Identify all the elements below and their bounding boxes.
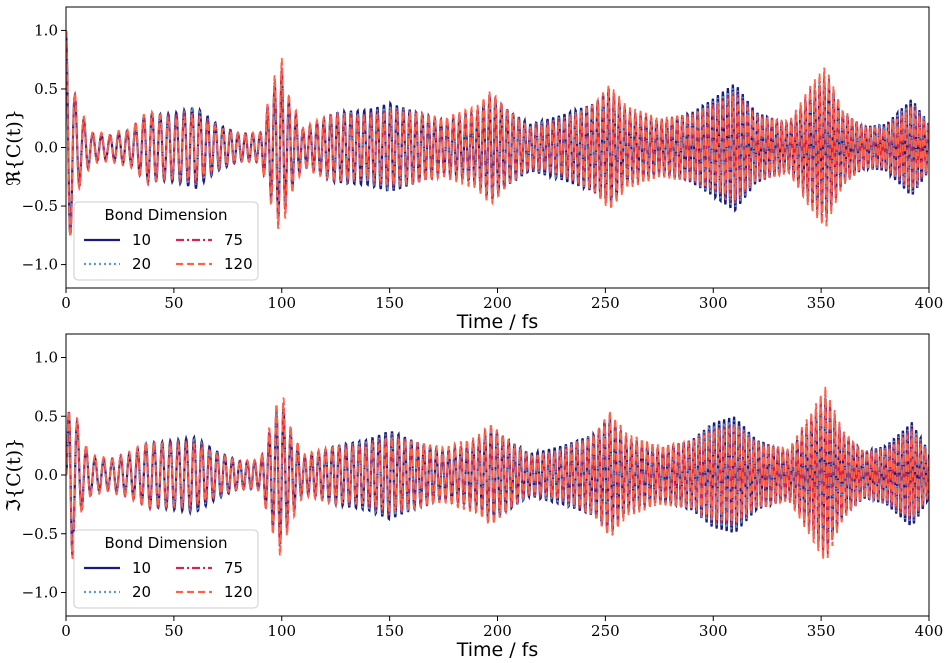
x-tick-label: 350: [807, 622, 836, 640]
x-tick-label: 300: [699, 622, 728, 640]
legend-label-20: 20: [132, 583, 151, 601]
x-axis-label: Time / fs: [456, 639, 539, 661]
x-tick-label: 300: [699, 294, 728, 312]
x-tick-label: 0: [61, 294, 71, 312]
x-tick-label: 100: [267, 622, 296, 640]
y-tick-label: 0.5: [34, 407, 58, 425]
legend-box: [73, 201, 259, 281]
chart-panel-top: 0 50 100 150 200 250 300 350 400 −1.0 −0.5 0.0 0.5 1.…: [3, 6, 944, 333]
y-tick-label: −1.0: [22, 584, 58, 602]
x-tick-label: 200: [483, 622, 512, 640]
series-line-120: [66, 30, 929, 237]
y-tick-label: −0.5: [22, 197, 58, 215]
x-tick-label: 200: [483, 294, 512, 312]
chart-panel-bottom: 0 50 100 150 200 250 300 350 400 −1.0 −0.5 0.0 0.5 1.…: [3, 333, 944, 661]
legend-label-120: 120: [224, 583, 253, 601]
y-tick-label: −1.0: [22, 256, 58, 274]
y-axis-label: ℜ{C(t)}: [3, 109, 25, 186]
legend-label-120: 120: [224, 255, 253, 273]
x-tick-label: 100: [267, 294, 296, 312]
x-tick-label: 350: [807, 294, 836, 312]
y-tick-label: 0.0: [34, 466, 58, 484]
x-tick-label: 150: [375, 622, 404, 640]
legend-label-10: 10: [132, 559, 151, 577]
x-tick-label: 400: [915, 622, 944, 640]
x-tick-label: 50: [164, 294, 183, 312]
data-lines: [66, 386, 929, 560]
series-line-120: [66, 386, 929, 560]
x-tick-label: 250: [591, 622, 620, 640]
y-tick-label: −0.5: [22, 525, 58, 543]
x-axis-label: Time / fs: [456, 311, 539, 333]
legend: Bond Dimension 10 20 75 120: [73, 529, 259, 609]
legend-label-10: 10: [132, 231, 151, 249]
x-tick-label: 250: [591, 294, 620, 312]
x-tick-label: 50: [164, 622, 183, 640]
y-tick-label: 1.0: [34, 349, 58, 367]
x-tick-label: 400: [915, 294, 944, 312]
y-tick-label: 0.0: [34, 139, 58, 157]
legend-label-20: 20: [132, 255, 151, 273]
y-tick-label: 1.0: [34, 21, 58, 39]
legend-box: [73, 529, 259, 609]
legend-title: Bond Dimension: [105, 206, 228, 224]
legend-label-75: 75: [224, 559, 243, 577]
y-axis-label: ℑ{C(t)}: [3, 438, 25, 512]
x-tick-label: 0: [61, 622, 71, 640]
data-lines: [66, 30, 929, 237]
legend-title: Bond Dimension: [105, 534, 228, 552]
y-tick-label: 0.5: [34, 80, 58, 98]
legend: Bond Dimension 10 20 75 120: [73, 201, 259, 281]
x-tick-label: 150: [375, 294, 404, 312]
legend-label-75: 75: [224, 231, 243, 249]
